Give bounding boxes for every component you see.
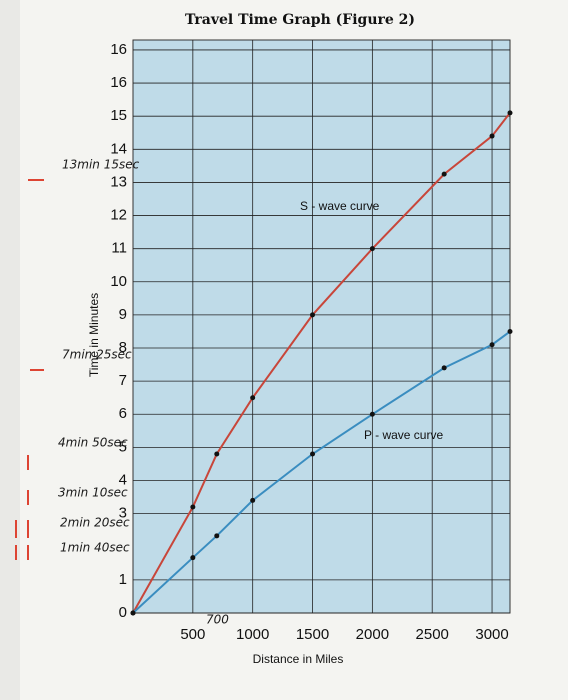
data-point bbox=[441, 365, 447, 371]
data-point bbox=[369, 411, 375, 417]
y-tick-label: 13 bbox=[110, 173, 127, 190]
y-tick-label: 14 bbox=[110, 140, 127, 157]
series-label: P - wave curve bbox=[364, 428, 443, 442]
data-point bbox=[441, 171, 447, 177]
handwritten-note: 3min 10sec bbox=[58, 486, 128, 500]
data-point bbox=[489, 133, 495, 139]
x-axis-label: Distance in Miles bbox=[253, 652, 344, 666]
y-tick-label: 12 bbox=[110, 207, 127, 224]
x-tick-label: 500 bbox=[180, 626, 205, 643]
y-tick-label: 5 bbox=[119, 438, 127, 455]
y-tick-label: 16 bbox=[110, 41, 127, 58]
y-tick-label: 4 bbox=[119, 471, 127, 488]
y-tick-label: 6 bbox=[119, 405, 127, 422]
x-tick-label: 3000 bbox=[475, 626, 508, 643]
y-tick-label: 1 bbox=[119, 571, 127, 588]
chart-title: Travel Time Graph (Figure 2) bbox=[185, 12, 415, 28]
data-point bbox=[214, 533, 220, 539]
y-tick-label: 15 bbox=[110, 107, 127, 124]
data-point bbox=[369, 246, 375, 252]
data-point bbox=[489, 342, 495, 348]
x-tick-label: 1500 bbox=[296, 626, 329, 643]
x-tick-label: 1000 bbox=[236, 626, 269, 643]
handwritten-note: 2min 20sec bbox=[60, 516, 130, 530]
data-point bbox=[250, 497, 256, 503]
handwritten-note: 4min 50sec bbox=[58, 436, 128, 450]
plot-area bbox=[132, 39, 511, 614]
y-tick-label: 8 bbox=[119, 339, 127, 356]
handwritten-note: 7min 25sec bbox=[62, 348, 132, 362]
handwritten-note: 700 bbox=[206, 613, 229, 627]
handwritten-note: 13min 15sec bbox=[62, 158, 140, 172]
data-point bbox=[214, 451, 220, 457]
handwritten-note: 1min 40sec bbox=[60, 541, 130, 555]
data-point bbox=[190, 555, 196, 561]
data-point bbox=[190, 504, 196, 510]
margin-marks bbox=[15, 179, 44, 560]
data-point bbox=[130, 610, 136, 616]
data-point bbox=[250, 395, 256, 401]
data-point bbox=[310, 312, 316, 318]
y-tick-label: 3 bbox=[119, 505, 127, 522]
data-point bbox=[310, 451, 316, 457]
x-tick-label: 2000 bbox=[356, 626, 389, 643]
y-tick-label: 9 bbox=[119, 306, 127, 323]
y-tick-label: 11 bbox=[111, 240, 127, 257]
y-tick-label: 16 bbox=[110, 74, 127, 91]
data-point bbox=[507, 328, 513, 334]
y-tick-label: 10 bbox=[110, 273, 127, 290]
series-label: S - wave curve bbox=[300, 199, 380, 213]
y-tick-label: 0 bbox=[119, 604, 127, 621]
x-tick-label: 2500 bbox=[416, 626, 449, 643]
y-axis-label: Time in Minutes bbox=[87, 293, 101, 377]
y-tick-label: 7 bbox=[119, 372, 127, 389]
data-point bbox=[507, 110, 513, 116]
